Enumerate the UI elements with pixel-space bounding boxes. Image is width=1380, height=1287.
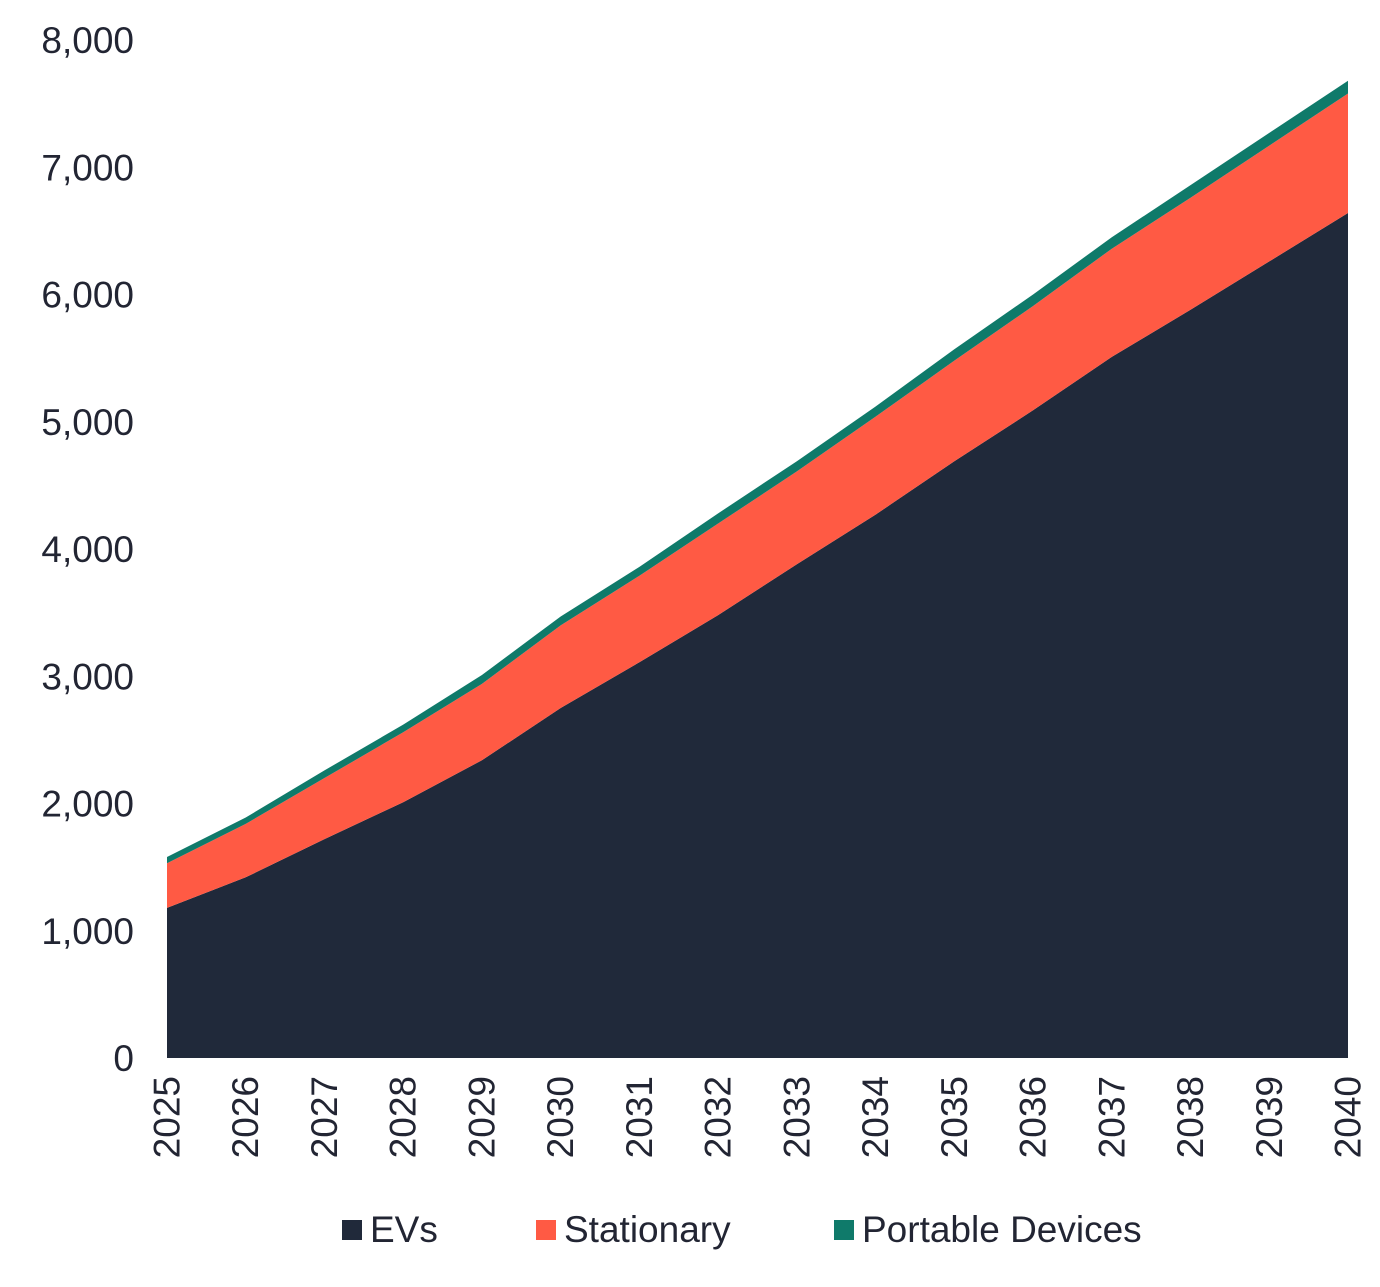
legend-swatch-stationary [536,1220,556,1240]
y-tick-label: 6,000 [41,275,134,316]
chart-legend: EVs Stationary Portable Devices [0,1206,1380,1254]
legend-label-stationary: Stationary [564,1209,731,1250]
legend-swatch-evs [342,1220,362,1240]
chart-plot-svg: 0 1,000 2,000 3,000 4,000 5,000 6,000 7,000 8,00… [41,20,1369,1158]
y-tick-label: 0 [113,1038,134,1079]
y-tick-label: 3,000 [41,656,134,697]
y-tick-label: 7,000 [41,147,134,188]
x-tick-label: 2032 [698,1076,739,1158]
x-tick-label: 2035 [934,1076,975,1158]
legend-item-portable-devices: Portable Devices [834,1206,1142,1254]
x-tick-label: 2040 [1328,1076,1369,1158]
area-series-evs [167,213,1348,1058]
area-series-stationary [167,93,1348,908]
x-tick-label: 2029 [461,1076,502,1158]
x-tick-label: 2025 [147,1076,188,1158]
x-tick-label: 2027 [304,1076,345,1158]
y-tick-label: 2,000 [41,784,134,825]
legend-label-evs: EVs [370,1209,438,1250]
x-tick-label: 2033 [776,1076,817,1158]
x-tick-label: 2030 [540,1076,581,1158]
x-tick-label: 2028 [383,1076,424,1158]
y-tick-label: 8,000 [41,20,134,61]
x-tick-label: 2026 [225,1076,266,1158]
y-tick-label: 4,000 [41,529,134,570]
x-tick-label: 2034 [855,1076,896,1158]
legend-item-stationary: Stationary [536,1206,731,1254]
x-tick-label: 2037 [1091,1076,1132,1158]
legend-swatch-portable-devices [834,1220,854,1240]
legend-label-portable-devices: Portable Devices [862,1209,1142,1250]
legend-item-evs: EVs [342,1206,438,1254]
y-tick-label: 5,000 [41,402,134,443]
y-tick-label: 1,000 [41,911,134,952]
x-tick-label: 2036 [1013,1076,1054,1158]
x-tick-label: 2038 [1170,1076,1211,1158]
x-tick-label: 2031 [619,1076,660,1158]
x-tick-label: 2039 [1249,1076,1290,1158]
